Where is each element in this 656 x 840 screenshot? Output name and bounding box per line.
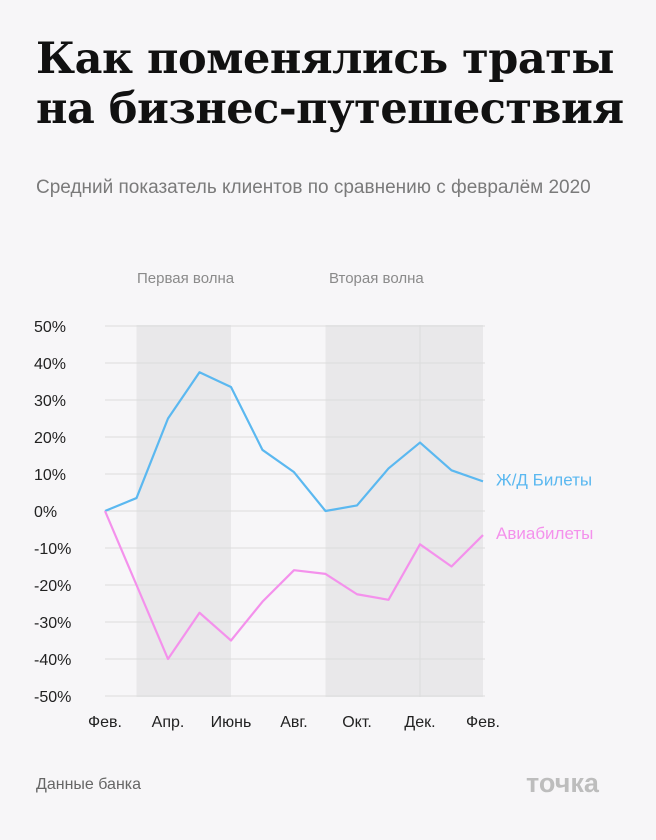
- x-tick-label: Фев.: [88, 714, 122, 731]
- data-source: Данные банка: [36, 776, 142, 793]
- y-tick-label: 20%: [34, 430, 66, 447]
- y-tick-label: 0%: [34, 504, 57, 521]
- y-tick-label: 10%: [34, 467, 66, 484]
- series-line-2: [103, 510, 484, 661]
- x-tick-label: Апр.: [152, 714, 185, 731]
- x-tick-label: Июнь: [211, 714, 252, 731]
- y-tick-label: -20%: [34, 578, 71, 595]
- brand-logo: точка: [526, 768, 599, 798]
- series-label-1: Ж/Д Билеты: [496, 470, 592, 489]
- y-tick-label: -10%: [34, 541, 71, 558]
- y-tick-label: -50%: [34, 689, 71, 706]
- second-wave-label: Вторая волна: [329, 270, 424, 287]
- y-tick-label: 50%: [34, 319, 66, 336]
- y-tick-label: 30%: [34, 393, 66, 410]
- y-tick-label: -40%: [34, 652, 71, 669]
- page-title: Как поменялись траты на бизнес-путешеств…: [36, 34, 624, 134]
- x-tick-label: Окт.: [342, 714, 372, 731]
- chart-subtitle: Средний показатель клиентов по сравнению…: [36, 177, 591, 198]
- series-line-1: [104, 371, 484, 513]
- y-tick-label: 40%: [34, 356, 66, 373]
- x-tick-label: Дек.: [404, 714, 435, 731]
- series-label-2: Авиабилеты: [496, 524, 593, 543]
- x-tick-label: Авг.: [280, 714, 308, 731]
- y-tick-label: -30%: [34, 615, 71, 632]
- x-tick-label: Фев.: [466, 714, 500, 731]
- first-wave-label: Первая волна: [137, 270, 235, 287]
- line-chart: 50% 40% 30% 20% 10% 0% -10% -20% -30% -40% -50% Фев…: [34, 319, 593, 731]
